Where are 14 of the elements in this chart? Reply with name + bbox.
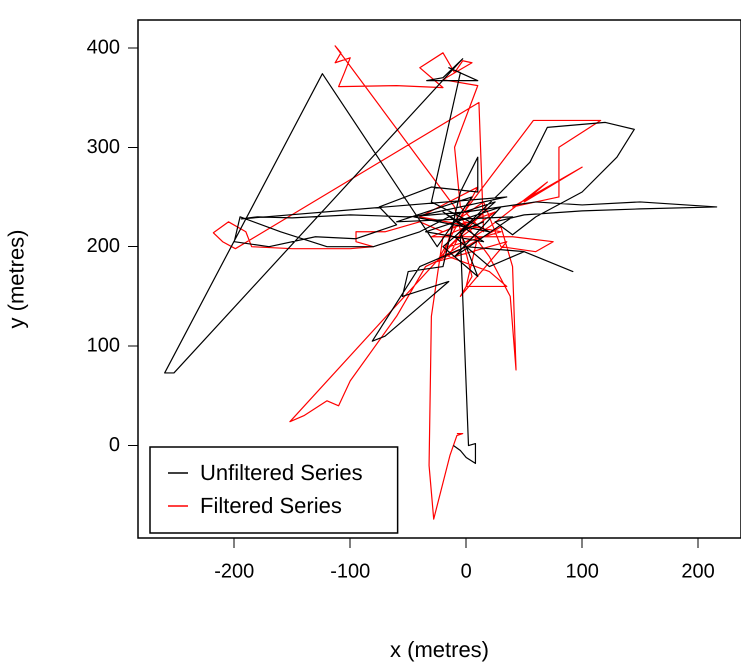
- legend-label: Unfiltered Series: [200, 460, 363, 486]
- x-tick-label: 0: [460, 560, 472, 583]
- y-tick-label: 200: [86, 235, 120, 258]
- x-tick-label: -200: [214, 560, 254, 583]
- y-tick-label: 300: [86, 136, 120, 158]
- y-axis-title: y (metres): [3, 230, 28, 328]
- y-tick-label: 0: [108, 434, 120, 456]
- x-axis-title: x (metres): [390, 636, 489, 662]
- y-tick-label: 100: [86, 334, 120, 357]
- x-tick-label: 200: [681, 560, 715, 583]
- y-tick-label: 400: [86, 36, 120, 58]
- legend-label: Filtered Series: [200, 493, 342, 518]
- x-tick-label: 100: [565, 560, 599, 583]
- x-tick-label: -100: [330, 560, 370, 583]
